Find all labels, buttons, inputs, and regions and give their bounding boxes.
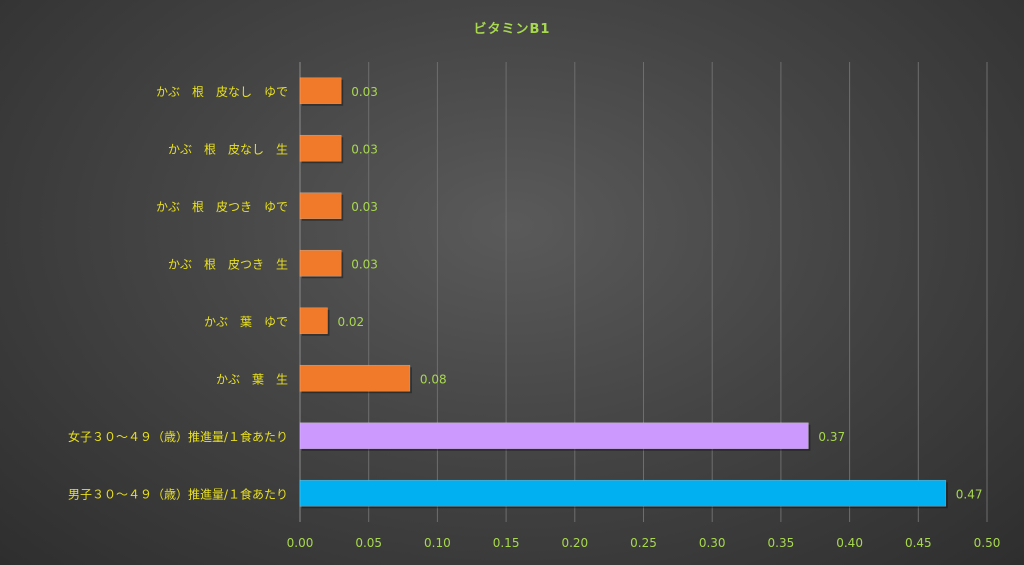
x-tick-label: 0.30 bbox=[699, 536, 726, 550]
x-tick-label: 0.10 bbox=[424, 536, 451, 550]
data-label: 0.02 bbox=[337, 315, 364, 329]
bar bbox=[299, 479, 947, 507]
data-label: 0.03 bbox=[351, 85, 378, 99]
data-label: 0.03 bbox=[351, 200, 378, 214]
x-tick-label: 0.15 bbox=[493, 536, 520, 550]
category-label: 女子３０～４９（歳）推進量/１食あたり bbox=[68, 429, 288, 444]
data-label: 0.37 bbox=[818, 430, 845, 444]
data-label: 0.08 bbox=[420, 372, 447, 386]
data-label: 0.47 bbox=[956, 487, 983, 501]
x-tick-label: 0.20 bbox=[561, 536, 588, 550]
category-label: かぶ 葉 ゆで bbox=[204, 315, 288, 329]
x-tick-label: 0.25 bbox=[630, 536, 657, 550]
bar bbox=[299, 134, 342, 162]
x-tick-label: 0.50 bbox=[974, 536, 1001, 550]
category-label: かぶ 根 皮つき 生 bbox=[168, 257, 288, 271]
category-label: かぶ 葉 生 bbox=[216, 372, 288, 386]
chart-title: ビタミンB1 bbox=[473, 22, 551, 37]
x-tick-label: 0.35 bbox=[768, 536, 795, 550]
data-label: 0.03 bbox=[351, 142, 378, 156]
category-label: かぶ 根 皮なし ゆで bbox=[156, 85, 288, 99]
category-label: かぶ 根 皮つき ゆで bbox=[156, 200, 288, 214]
bar bbox=[299, 192, 342, 220]
x-tick-label: 0.00 bbox=[287, 536, 314, 550]
bar bbox=[299, 249, 342, 277]
category-label: 男子３０～４９（歳）推進量/１食あたり bbox=[68, 486, 288, 501]
bar bbox=[299, 77, 342, 105]
x-tick-label: 0.40 bbox=[836, 536, 863, 550]
bar bbox=[299, 364, 411, 392]
data-label: 0.03 bbox=[351, 257, 378, 271]
x-tick-label: 0.45 bbox=[905, 536, 932, 550]
bar bbox=[299, 307, 328, 335]
category-label: かぶ 根 皮なし 生 bbox=[168, 142, 288, 156]
x-tick-label: 0.05 bbox=[355, 536, 382, 550]
bar bbox=[299, 422, 809, 450]
